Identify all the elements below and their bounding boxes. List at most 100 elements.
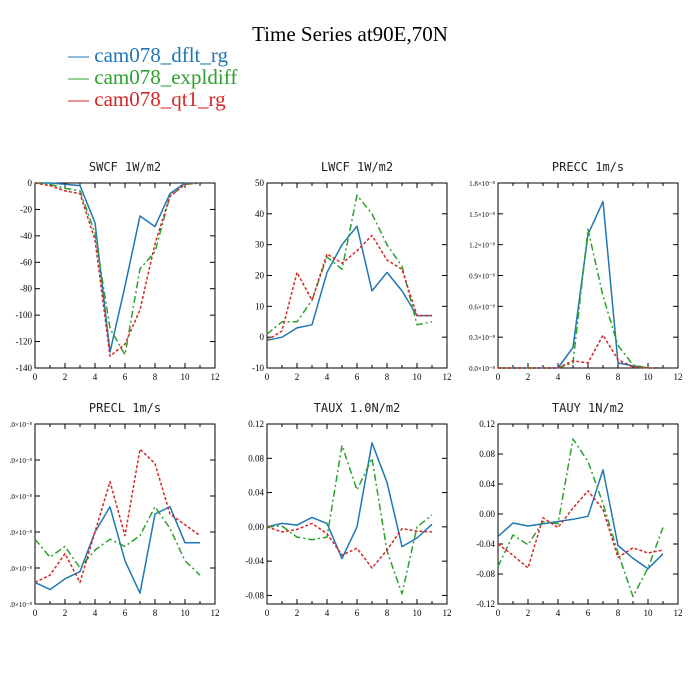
x-tick-label: 4 [93, 608, 98, 618]
y-tick-label: .0×10⁻⁸ [10, 421, 33, 429]
y-tick-label: 0.9×10⁻⁸ [469, 273, 495, 281]
y-tick-label: -10 [252, 363, 264, 373]
y-tick-label: -0.04 [476, 539, 495, 549]
y-tick-label: 0.04 [248, 488, 264, 498]
panel-title: PRECL 1m/s [89, 401, 161, 415]
x-tick-label: 4 [556, 608, 561, 618]
x-tick-label: 4 [325, 372, 330, 382]
y-tick-label: -80 [20, 284, 32, 294]
x-tick-label: 2 [295, 608, 300, 618]
x-tick-label: 0 [33, 372, 38, 382]
panel-title: LWCF 1W/m2 [321, 160, 393, 174]
y-tick-label: .0×10⁻⁸ [10, 493, 33, 501]
plot-frame [34, 423, 216, 605]
series-line-cam078_qt1_rg [34, 182, 201, 357]
x-tick-label: 10 [181, 608, 191, 618]
x-tick-label: 0 [496, 372, 501, 382]
series-line-cam078_qt1_rg [34, 448, 201, 584]
y-tick-label: -60 [20, 257, 32, 267]
y-tick-label: .0×10⁻⁸ [10, 457, 33, 465]
x-tick-label: 12 [443, 608, 452, 618]
y-tick-label: -0.12 [476, 599, 495, 609]
panel-title: PRECC 1m/s [552, 160, 624, 174]
y-tick-label: 0.08 [479, 449, 495, 459]
y-tick-label: 0.08 [248, 453, 264, 463]
y-tick-label: 1.2×10⁻⁸ [469, 242, 495, 250]
series-line-cam078_dflt_rg [266, 225, 432, 342]
plot-frame [34, 182, 216, 369]
y-tick-label: 50 [255, 178, 265, 188]
x-tick-label: 12 [674, 372, 683, 382]
y-tick-label: -0.08 [245, 590, 264, 600]
figure-title: Time Series at90E,70N [252, 22, 448, 46]
y-tick-label: 0.00 [479, 509, 495, 519]
y-tick-label: -0.08 [476, 569, 495, 579]
y-tick-label: 10 [255, 301, 265, 311]
chart-panel-0: SWCF 1W/m2 0 2 4 6 8 10 12 -140 -120 -100 -80 -60 -40… [16, 160, 220, 382]
x-tick-label: 4 [93, 372, 98, 382]
chart-panel-5: TAUY 1N/m2 0 2 4 6 8 10 12 -0.12 -0.08 -0.04 0.00 0.… [476, 401, 682, 618]
series-line-cam078_dflt_rg [497, 469, 664, 570]
legend-item-expldiff: — cam078_expldiff [68, 65, 238, 89]
x-tick-label: 0 [33, 608, 38, 618]
y-tick-label: 20 [255, 271, 265, 281]
x-tick-label: 8 [616, 372, 621, 382]
y-tick-label: 40 [255, 209, 265, 219]
x-tick-label: 6 [123, 372, 128, 382]
y-tick-label: .0×10⁻⁸ [10, 529, 33, 537]
y-tick-label: -0.04 [245, 556, 264, 566]
x-tick-label: 0 [265, 608, 270, 618]
y-tick-label: -120 [16, 337, 33, 347]
legend-item-dflt: — cam078_dflt_rg [68, 43, 229, 67]
x-tick-label: 4 [325, 608, 330, 618]
x-tick-label: 10 [644, 372, 654, 382]
x-tick-label: 12 [674, 608, 683, 618]
series-line-cam078_expldiff [498, 228, 663, 369]
y-tick-label: 0.04 [479, 479, 495, 489]
x-tick-label: 0 [496, 608, 501, 618]
y-tick-label: .0×10⁻⁸ [10, 565, 33, 573]
x-tick-label: 2 [63, 608, 68, 618]
x-tick-label: 2 [526, 608, 531, 618]
series-line-cam078_expldiff [34, 506, 201, 576]
y-tick-label: .0×10⁻⁸ [10, 601, 33, 609]
y-tick-label: 0.6×10⁻⁸ [469, 303, 495, 311]
series-line-cam078_qt1_rg [266, 522, 433, 569]
x-tick-label: 4 [556, 372, 561, 382]
x-tick-label: 2 [295, 372, 300, 382]
y-tick-label: -100 [16, 310, 33, 320]
panel-title: TAUX 1.0N/m2 [314, 401, 401, 415]
x-tick-label: 6 [586, 608, 591, 618]
x-tick-label: 10 [181, 372, 191, 382]
x-tick-label: 2 [526, 372, 531, 382]
y-tick-label: 0.12 [248, 419, 264, 429]
y-tick-label: 0 [260, 332, 265, 342]
chart-panel-4: TAUX 1.0N/m2 0 2 4 6 8 10 12 -0.08 -0.04 0.00 0.04 0… [245, 401, 451, 618]
plot-frame [266, 423, 448, 605]
series-line-cam078_expldiff [266, 194, 433, 335]
plot-frame [497, 182, 679, 369]
series-line-cam078_expldiff [266, 444, 433, 595]
y-tick-label: -40 [20, 231, 32, 241]
x-tick-label: 8 [153, 608, 158, 618]
panel-title: SWCF 1W/m2 [89, 160, 161, 174]
y-tick-label: 1.5×10⁻⁸ [469, 211, 495, 219]
y-tick-label: -20 [20, 204, 32, 214]
x-tick-label: 2 [63, 372, 68, 382]
series-line-cam078_qt1_rg [498, 334, 663, 369]
plot-frame [266, 182, 448, 369]
x-tick-label: 12 [211, 372, 220, 382]
y-tick-label: 0.12 [479, 419, 495, 429]
series-line-cam078_dflt_rg [266, 442, 433, 560]
y-tick-label: 0.00 [248, 522, 264, 532]
legend-item-qt1: — cam078_qt1_rg [68, 87, 226, 111]
y-tick-label: 0.3×10⁻⁸ [469, 334, 495, 342]
series-line-cam078_qt1_rg [497, 490, 664, 569]
x-tick-label: 0 [265, 372, 270, 382]
x-tick-label: 8 [616, 608, 621, 618]
y-tick-label: 0 [28, 178, 33, 188]
x-tick-label: 8 [153, 372, 158, 382]
series-line-cam078_dflt_rg [35, 182, 200, 353]
y-tick-label: 30 [255, 240, 265, 250]
